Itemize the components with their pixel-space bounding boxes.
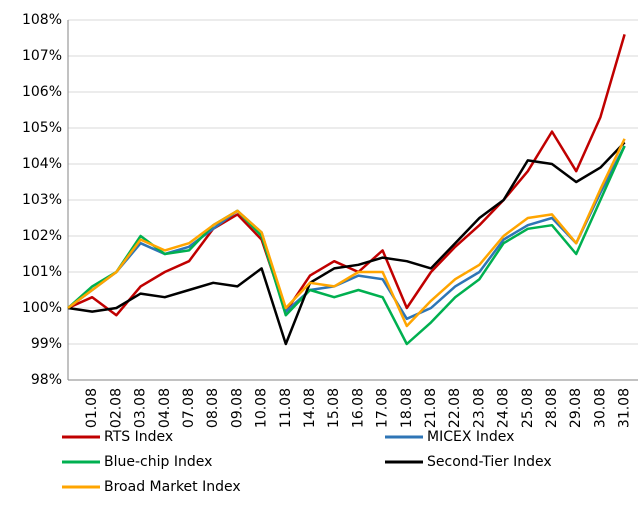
legend-label: Blue-chip Index — [104, 454, 212, 470]
x-tick-label: 15.08 — [326, 388, 342, 428]
y-tick-label: 100% — [22, 300, 62, 316]
y-tick-label: 102% — [22, 228, 62, 244]
legend-label: Second-Tier Index — [427, 454, 552, 470]
y-tick-label: 101% — [22, 264, 62, 280]
y-tick-label: 99% — [31, 336, 62, 352]
series-line — [67, 138, 626, 328]
x-tick-label: 16.08 — [350, 388, 366, 428]
series-line — [67, 141, 626, 346]
x-tick-label: 01.08 — [84, 388, 100, 428]
series-line — [67, 145, 626, 346]
x-tick-label: 11.08 — [278, 388, 294, 428]
legend-label: MICEX Index — [427, 429, 514, 445]
y-tick-label: 106% — [22, 84, 62, 100]
x-tick-label: 28.08 — [544, 388, 560, 428]
x-tick-label: 25.08 — [520, 388, 536, 428]
y-tick-label: 104% — [22, 156, 62, 172]
y-tick-label: 107% — [22, 48, 62, 64]
x-tick-label: 18.08 — [399, 388, 415, 428]
y-tick-label: 103% — [22, 192, 62, 208]
series-line — [67, 34, 626, 317]
x-tick-label: 30.08 — [592, 388, 608, 428]
legend-label: Broad Market Index — [104, 479, 241, 495]
x-tick-label: 04.08 — [157, 388, 173, 428]
x-tick-label: 21.08 — [423, 388, 439, 428]
x-tick-label: 02.08 — [108, 388, 124, 428]
x-tick-label: 07.08 — [181, 388, 197, 428]
x-tick-label: 17.08 — [375, 388, 391, 428]
x-tick-label: 09.08 — [229, 388, 245, 428]
x-tick-label: 23.08 — [471, 388, 487, 428]
x-tick-label: 22.08 — [447, 388, 463, 428]
legend-label: RTS Index — [104, 429, 173, 445]
x-tick-label: 08.08 — [205, 388, 221, 428]
y-tick-label: 98% — [31, 372, 62, 388]
x-tick-label: 03.08 — [133, 388, 149, 428]
y-tick-label: 108% — [22, 12, 62, 28]
x-tick-label: 31.08 — [617, 388, 633, 428]
x-tick-label: 29.08 — [568, 388, 584, 428]
x-tick-label: 10.08 — [254, 388, 270, 428]
y-tick-label: 105% — [22, 120, 62, 136]
x-tick-label: 14.08 — [302, 388, 318, 428]
x-tick-label: 24.08 — [496, 388, 512, 428]
